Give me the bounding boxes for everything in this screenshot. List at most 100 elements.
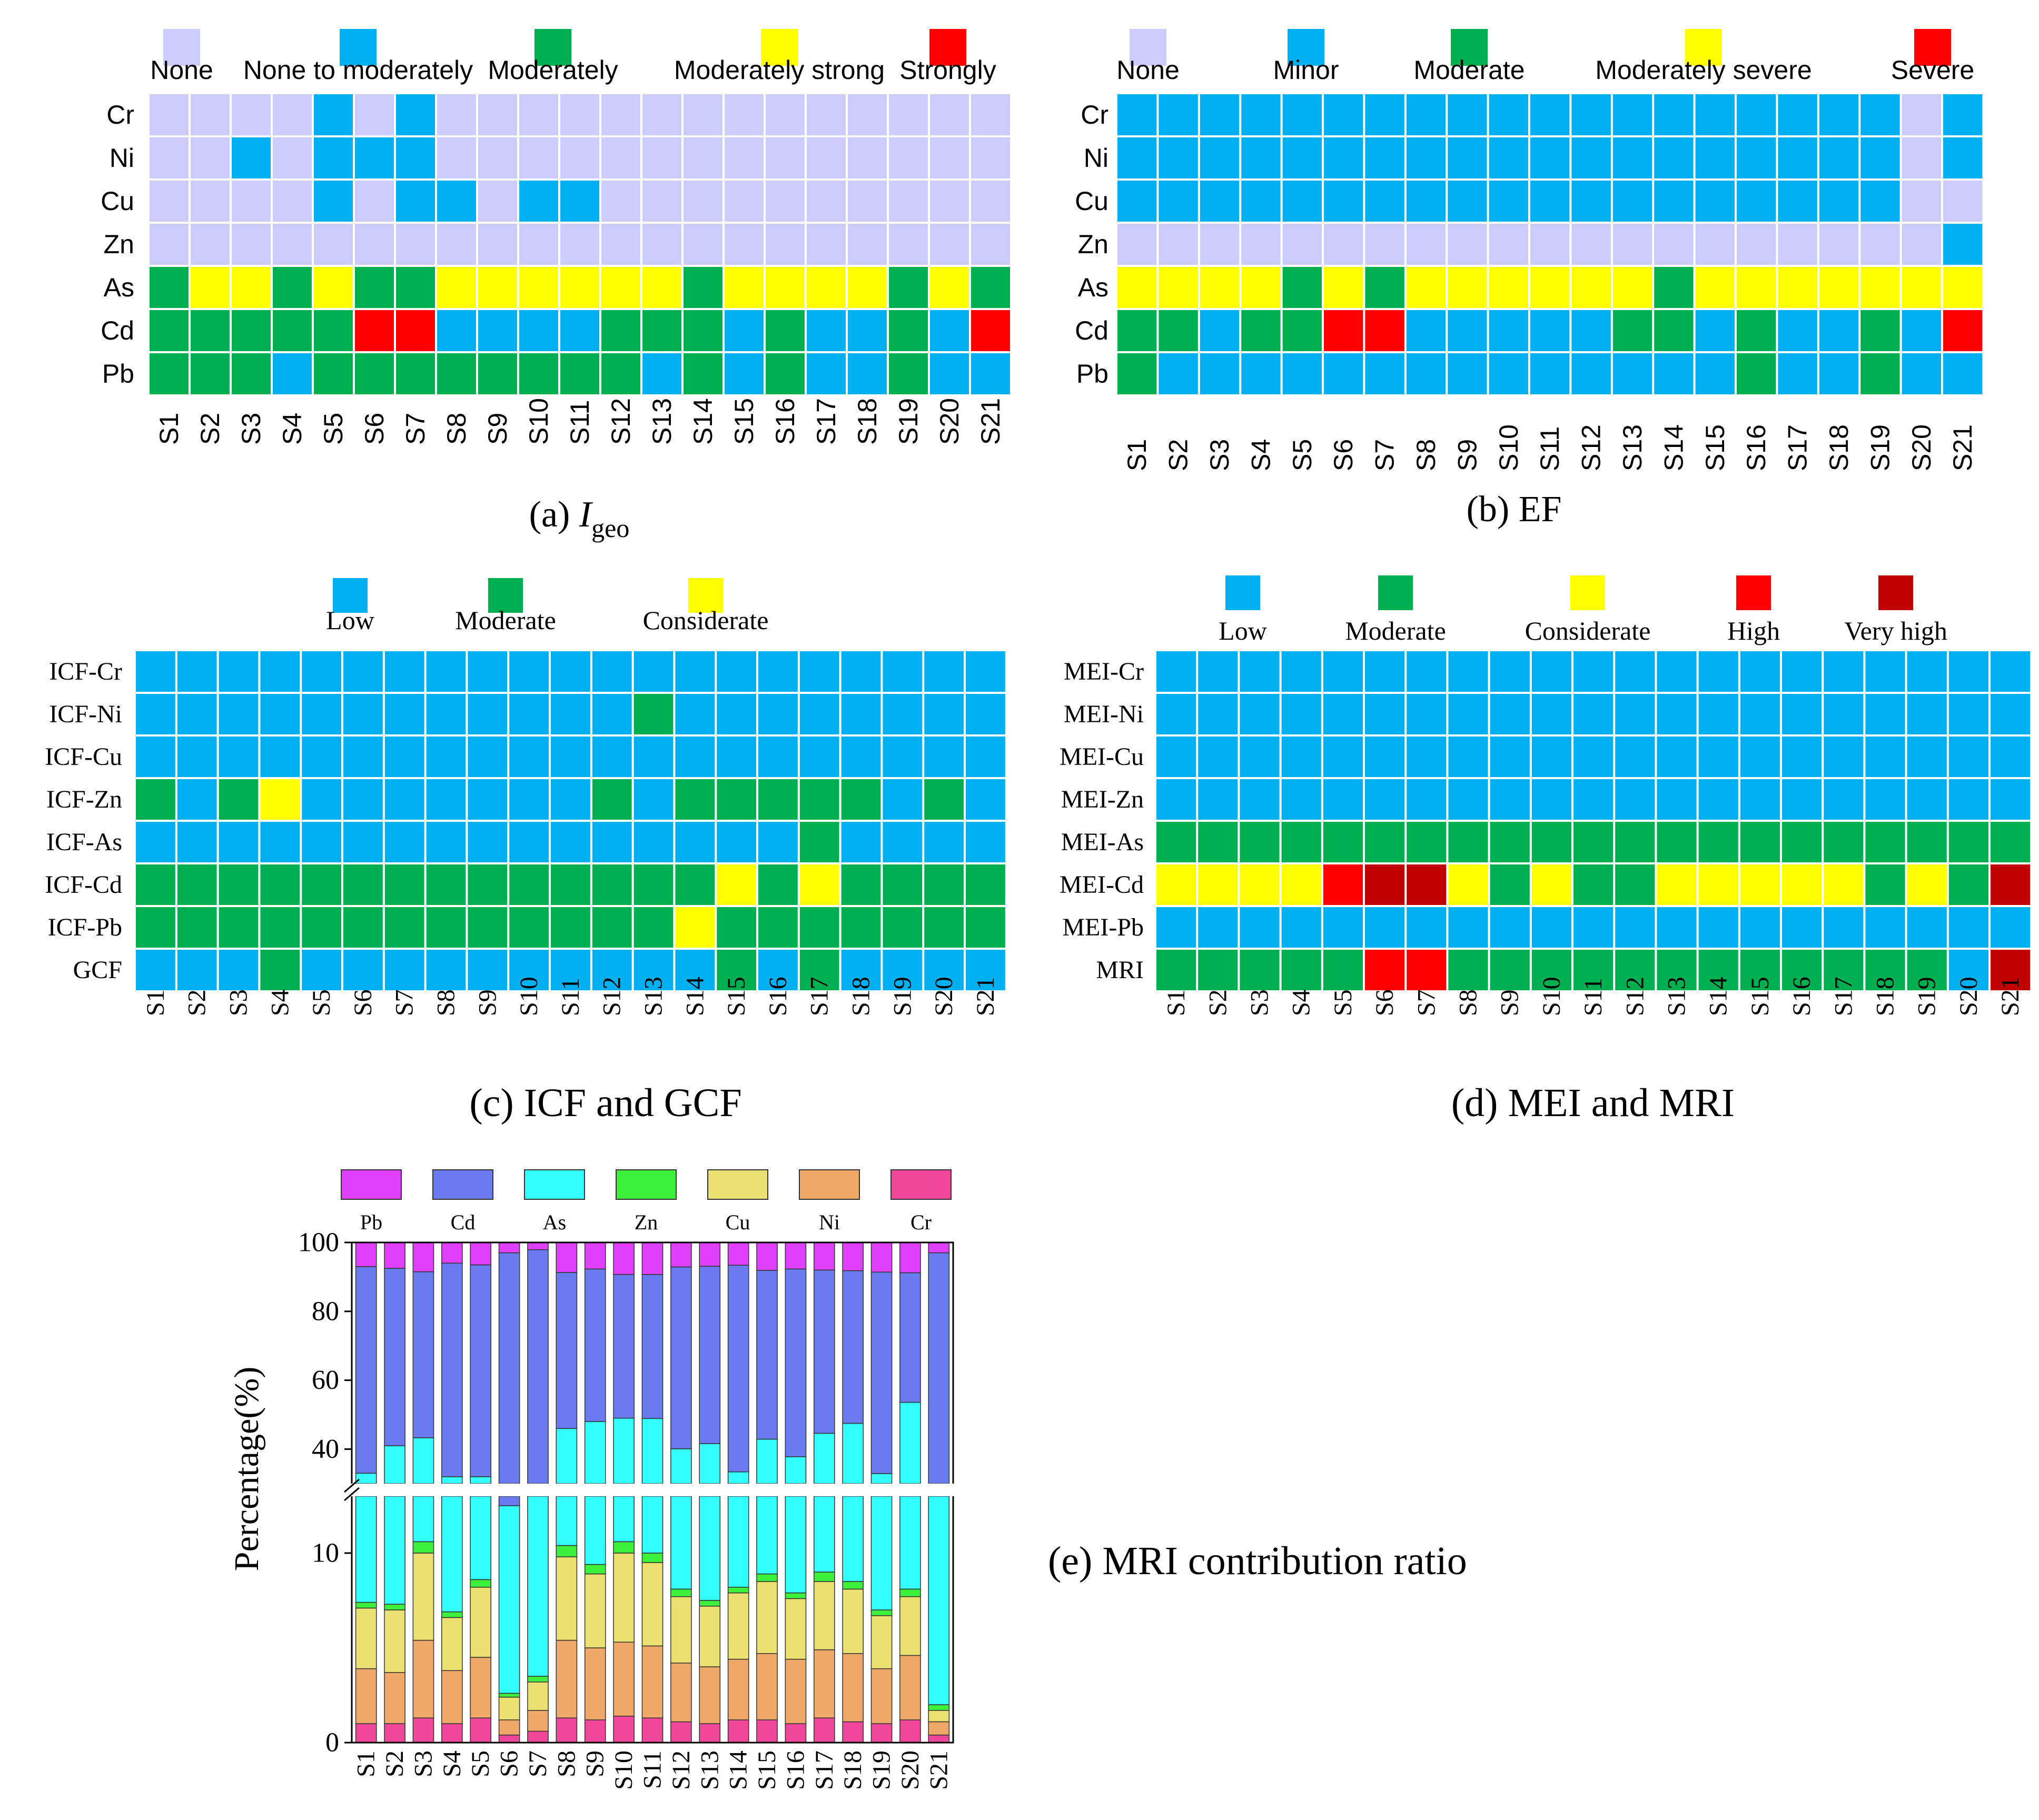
heatmap-cell-d-6-0 [1156, 907, 1196, 948]
heatmap-cell-c-0-15 [758, 651, 798, 692]
heatmap-cell-a-3-12 [642, 224, 681, 265]
heatmap-cell-d-6-4 [1323, 907, 1363, 948]
heatmap-cell-c-2-18 [883, 737, 923, 777]
heatmap-cell-a-4-4 [314, 267, 353, 308]
heatmap-cell-d-5-4 [1323, 864, 1363, 905]
heatmap-cell-c-5-10 [551, 864, 590, 905]
row-label-d-3: MEI-Zn [1061, 785, 1144, 813]
heatmap-cell-b-0-10 [1530, 94, 1570, 135]
heatmap-cell-b-3-10 [1530, 224, 1570, 265]
heatmap-cell-a-4-15 [766, 267, 805, 308]
heatmap-cell-c-1-5 [343, 694, 383, 734]
heatmap-cell-b-1-20 [1943, 137, 1983, 178]
heatmap-cell-b-1-0 [1117, 137, 1157, 178]
heatmap-cell-b-5-7 [1406, 310, 1446, 351]
heatmap-cell-d-3-0 [1156, 779, 1196, 820]
bar-segment-Cr-S3-lower [412, 1717, 434, 1743]
heatmap-cell-b-4-19 [1902, 267, 1941, 308]
heatmap-cell-d-5-14 [1740, 864, 1780, 905]
heatmap-cell-d-3-8 [1490, 779, 1530, 820]
bar-segment-Cd-S21-upper [928, 1252, 950, 1484]
heatmap-cell-c-7-7 [426, 950, 466, 990]
heatmap-cell-d-5-1 [1198, 864, 1238, 905]
site-tick-a-19: S20 [935, 398, 964, 445]
site-tick-c-4: S5 [308, 989, 335, 1016]
bar-segment-Cd-S14-upper [727, 1265, 749, 1473]
heatmap-cell-a-1-12 [642, 137, 681, 178]
heatmap-cell-c-3-3 [260, 779, 300, 820]
heatmap-cell-d-4-2 [1240, 822, 1280, 862]
heatmap-cell-d-6-10 [1573, 907, 1614, 948]
bar-segment-Pb-S20-upper [899, 1242, 921, 1274]
heatmap-cell-c-1-9 [509, 694, 549, 734]
heatmap-cell-c-7-13 [675, 950, 715, 990]
legend-swatch-a-1 [340, 29, 377, 66]
heatmap-cell-d-7-11 [1615, 950, 1655, 990]
heatmap-cell-c-2-4 [302, 737, 341, 777]
heatmap-cell-c-5-6 [384, 864, 424, 905]
bar-segment-Cd-S16-upper [785, 1268, 807, 1457]
heatmap-cell-b-0-8 [1448, 94, 1487, 135]
bar-segment-As-S5-lower [470, 1496, 492, 1580]
bar-segment-As-S13-upper [699, 1443, 721, 1484]
heatmap-cell-b-5-15 [1737, 310, 1776, 351]
heatmap-cell-d-0-16 [1824, 651, 1864, 692]
heatmap-cell-c-6-2 [219, 907, 259, 948]
heatmap-cell-c-5-3 [260, 864, 300, 905]
bar-segment-As-S17-upper [813, 1433, 835, 1484]
legend-swatch-d-4 [1878, 575, 1913, 610]
heatmap-cell-a-6-3 [273, 353, 312, 394]
legend-swatch-b-0 [1130, 29, 1166, 66]
heatmap-cell-a-4-8 [478, 267, 517, 308]
bar-segment-Cr-S1-lower [355, 1723, 377, 1743]
bar-segment-As-S1-lower [355, 1496, 377, 1603]
heatmap-cell-c-2-15 [758, 737, 798, 777]
caption-e: (e) MRI contribution ratio [1048, 1539, 1467, 1583]
heatmap-cell-b-4-4 [1282, 267, 1322, 308]
heatmap-cell-a-6-11 [601, 353, 640, 394]
bar-segment-Cu-S17-lower [813, 1581, 835, 1650]
heatmap-cell-d-3-7 [1448, 779, 1488, 820]
site-tick-e-14: S15 [753, 1751, 781, 1790]
heatmap-cell-a-1-3 [273, 137, 312, 178]
bar-segment-As-S7-lower [527, 1496, 549, 1677]
panel-d-mei-mri: Low Moderate Considerate High Very high MEI-C… [1060, 575, 2031, 1125]
heatmap-cell-a-2-16 [807, 181, 846, 222]
heatmap-cell-b-0-4 [1282, 94, 1322, 135]
heatmap-cell-b-2-9 [1489, 181, 1528, 222]
legend-swatch-a-2 [535, 29, 571, 66]
heatmap-cell-a-5-12 [642, 310, 681, 351]
heatmap-cell-d-7-7 [1448, 950, 1488, 990]
heatmap-cell-c-7-11 [592, 950, 632, 990]
site-tick-b-15: S16 [1741, 424, 1771, 471]
heatmap-cell-c-5-2 [219, 864, 259, 905]
heatmap-cell-b-1-8 [1448, 137, 1487, 178]
heatmap-cell-a-2-14 [725, 181, 764, 222]
legend-label-e-6: Cr [910, 1210, 932, 1234]
legend-label-a-2: Moderately [488, 55, 618, 85]
heatmap-cell-b-6-15 [1737, 353, 1776, 394]
bar-segment-Ni-S3-lower [412, 1639, 434, 1718]
heatmap-cell-a-3-17 [848, 224, 887, 265]
site-tick-a-20: S21 [976, 398, 1005, 445]
heatmap-cell-d-0-12 [1657, 651, 1697, 692]
heatmap-cell-a-2-17 [848, 181, 887, 222]
heatmap-cell-c-5-20 [966, 864, 1005, 905]
heatmap-cell-d-5-7 [1448, 864, 1488, 905]
heatmap-cell-d-0-4 [1323, 651, 1363, 692]
heatmap-cell-a-3-2 [232, 224, 271, 265]
site-tick-a-12: S13 [647, 398, 677, 445]
heatmap-cell-d-4-18 [1907, 822, 1947, 862]
heatmap-cell-b-1-17 [1819, 137, 1859, 178]
heatmap-cell-d-1-1 [1198, 694, 1238, 734]
legend-swatch-e-5 [799, 1169, 860, 1200]
bar-segment-Cd-S12-upper [670, 1266, 692, 1449]
heatmap-cell-d-0-20 [1991, 651, 2031, 692]
heatmap-cell-d-5-6 [1407, 864, 1447, 905]
heatmap-cell-b-4-15 [1737, 267, 1776, 308]
heatmap-cell-b-5-18 [1860, 310, 1900, 351]
heatmap-cell-a-2-15 [766, 181, 805, 222]
heatmap-cell-c-3-4 [302, 779, 341, 820]
heatmap-cell-d-6-7 [1448, 907, 1488, 948]
heatmap-cell-d-4-7 [1448, 822, 1488, 862]
